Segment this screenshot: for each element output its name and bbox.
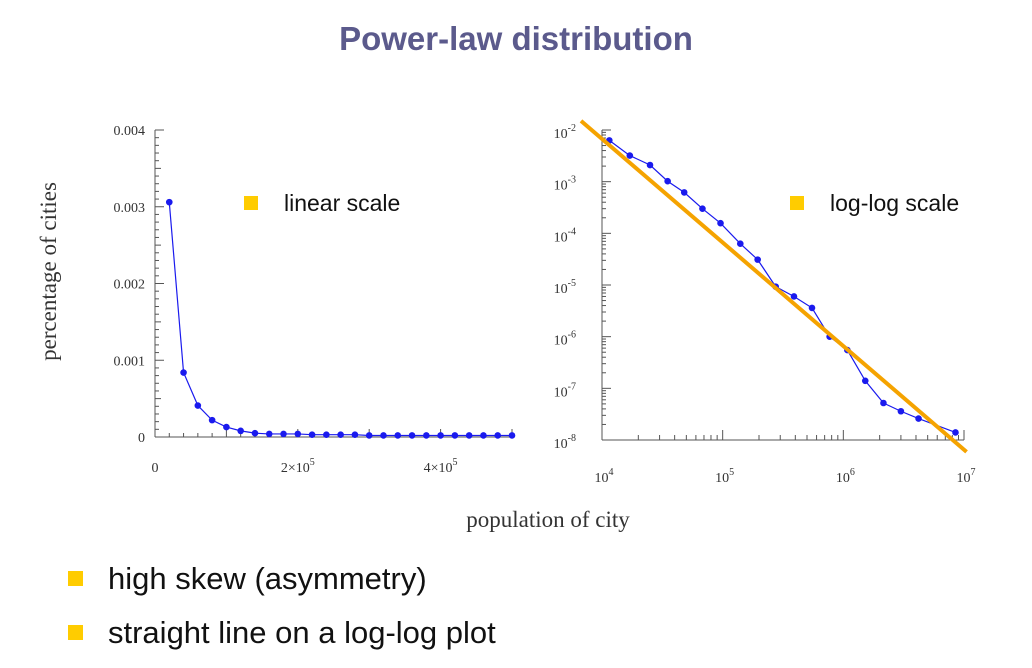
data-point: [351, 431, 359, 438]
y-axis-title: percentage of cities: [36, 182, 61, 361]
data-point: [394, 432, 402, 439]
y-tick-label: 10-4: [554, 226, 576, 245]
data-point: [664, 177, 671, 185]
series-line: [168, 202, 512, 437]
data-point: [699, 205, 706, 212]
x-tick-label: 0: [152, 461, 159, 476]
data-point: [194, 402, 202, 409]
data-point: [180, 369, 187, 376]
data-point: [280, 430, 287, 438]
series-line: [608, 139, 956, 434]
x-tick-label: 105: [715, 467, 734, 486]
data-point: [736, 240, 744, 248]
data-point: [717, 219, 724, 227]
data-point: [237, 427, 244, 435]
log-log-scale-chart: 10-2 10-3 10-4 10-5 10-6 10-7 10-8 104 105 106 107…: [554, 119, 976, 486]
legend-marker-icon: [790, 196, 804, 210]
bullet-text: straight line on a log-log plot: [108, 615, 496, 650]
data-point: [808, 304, 816, 312]
linear-scale-chart: 0 0.001 0.002 0.003 0.004 0 2×105 4×105 percenta…: [36, 124, 516, 476]
data-point: [223, 423, 230, 431]
data-point: [915, 415, 922, 422]
data-point: [465, 432, 473, 439]
data-point: [165, 198, 173, 206]
y-tick-label: 10-6: [554, 330, 576, 349]
y-tick-label: 10-7: [554, 381, 576, 400]
x-tick-label: 2×105: [281, 457, 315, 476]
data-point: [265, 430, 273, 438]
data-point: [323, 431, 330, 438]
y-tick-label: 10-5: [554, 278, 576, 297]
data-point: [480, 432, 487, 439]
x-axis-title: population of city: [466, 507, 630, 532]
data-point: [208, 416, 216, 424]
y-tick-label: 10-8: [554, 433, 576, 452]
data-point: [952, 429, 959, 436]
data-point: [754, 256, 761, 263]
bullet-square-icon: [68, 571, 83, 586]
data-point: [508, 432, 516, 439]
data-point: [646, 161, 654, 169]
slide-title: Power-law distribution: [339, 20, 693, 57]
y-tick-label: 10-2: [554, 123, 576, 142]
y-tick-label: 0.004: [114, 124, 146, 139]
data-point: [408, 432, 416, 439]
data-point: [790, 293, 798, 300]
x-tick-label: 106: [836, 467, 855, 486]
data-point: [308, 431, 316, 438]
data-point: [337, 431, 344, 438]
data-point: [423, 432, 430, 439]
data-point: [626, 152, 634, 159]
y-tick-label: 0.002: [114, 278, 146, 293]
legend-label: linear scale: [284, 190, 400, 216]
y-tick-label: 0.001: [114, 354, 146, 369]
bullet-square-icon: [68, 625, 83, 640]
bullet-text: high skew (asymmetry): [108, 561, 427, 596]
data-point: [451, 432, 459, 439]
y-tick-label: 10-3: [554, 175, 576, 194]
x-tick-label: 4×105: [424, 457, 458, 476]
data-point: [880, 399, 887, 407]
x-tick-label: 107: [957, 467, 976, 486]
data-point: [294, 430, 302, 438]
data-point: [437, 432, 444, 439]
x-tick-label: 104: [595, 467, 614, 486]
legend-label: log-log scale: [830, 190, 959, 216]
data-point: [861, 377, 869, 385]
data-point: [251, 429, 259, 437]
data-point: [365, 432, 373, 439]
data-point: [897, 407, 905, 415]
y-tick-label: 0: [138, 431, 145, 446]
power-law-fit-line: [579, 119, 968, 454]
data-point: [680, 189, 688, 196]
data-point: [494, 432, 502, 439]
y-tick-label: 0.003: [114, 201, 146, 216]
data-point: [380, 432, 387, 439]
legend-marker-icon: [244, 196, 258, 210]
